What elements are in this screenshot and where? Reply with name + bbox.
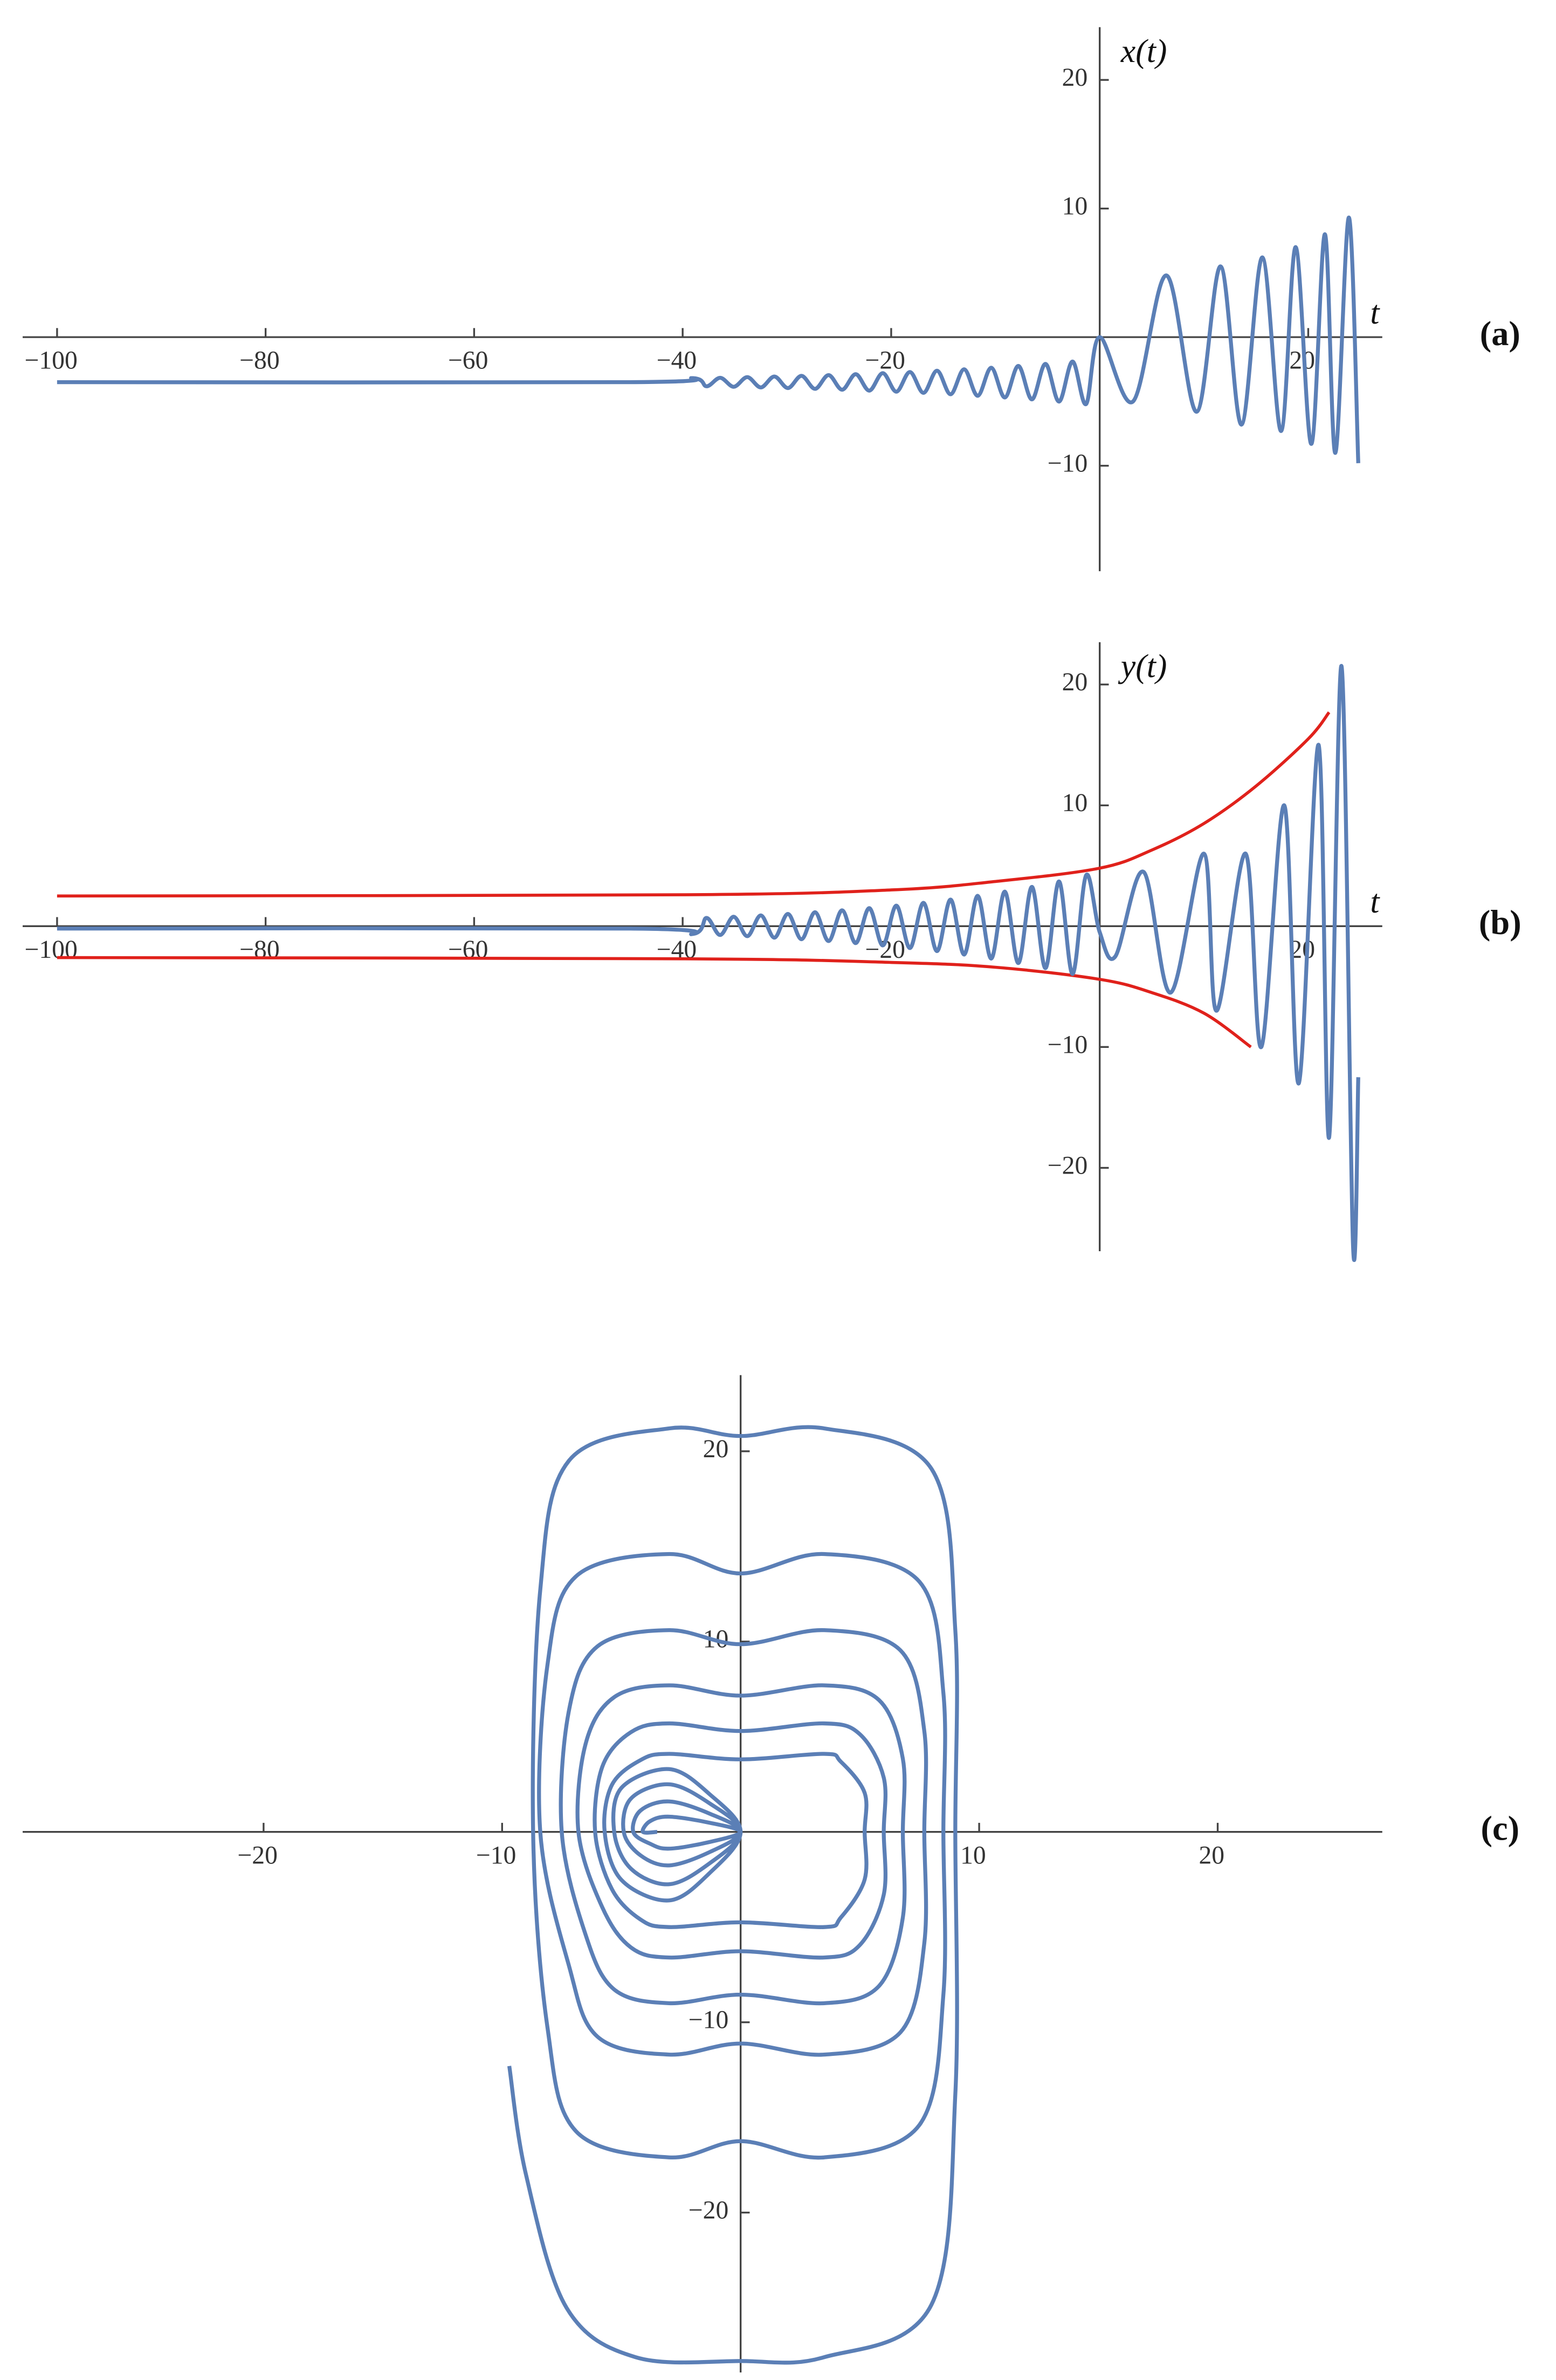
- data-line: [57, 711, 1331, 898]
- y-tick-label: 20: [1062, 668, 1088, 696]
- data-line: [57, 215, 1360, 463]
- x-tick-label: −80: [239, 347, 279, 375]
- x-tick-label: −100: [25, 936, 78, 964]
- panel-label: (c): [1481, 1809, 1520, 1848]
- y-tick-label: −20: [689, 2196, 728, 2224]
- x-axis-label: t: [1370, 294, 1380, 331]
- y-axis-label: x(t): [1120, 33, 1167, 70]
- x-tick-label: −20: [865, 347, 905, 375]
- x-tick-label: −20: [237, 1841, 277, 1869]
- x-tick-label: −100: [25, 347, 78, 375]
- x-tick-label: −80: [239, 936, 279, 964]
- y-tick-label: 20: [1062, 64, 1088, 92]
- y-tick-label: −20: [1048, 1151, 1087, 1179]
- y-tick-label: 20: [703, 1435, 729, 1463]
- y-tick-label: −10: [1048, 450, 1087, 478]
- y-tick-label: 10: [1062, 193, 1088, 221]
- x-tick-label: −10: [476, 1841, 516, 1869]
- y-tick-label: 10: [1062, 789, 1088, 817]
- data-line: [57, 956, 1252, 1048]
- data-line: [507, 1425, 959, 2365]
- x-tick-label: 20: [1199, 1841, 1224, 1869]
- panel-label: (a): [1480, 314, 1520, 353]
- x-tick-label: 10: [960, 1841, 986, 1869]
- x-axis-label: t: [1370, 883, 1380, 920]
- panel-label: (b): [1479, 903, 1521, 942]
- data-line: [57, 664, 1360, 1262]
- x-tick-label: −40: [657, 347, 697, 375]
- x-tick-label: −60: [448, 347, 488, 375]
- y-tick-label: −10: [1048, 1031, 1087, 1059]
- y-tick-label: −10: [689, 2006, 728, 2034]
- y-axis-label: y(t): [1118, 648, 1167, 684]
